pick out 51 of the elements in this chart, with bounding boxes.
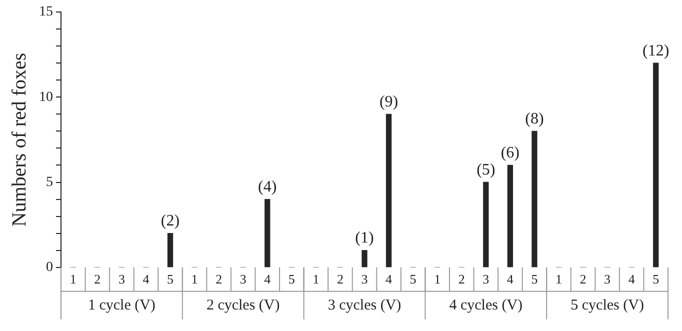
x-tick-label: 3 <box>118 272 125 287</box>
bar <box>507 164 514 268</box>
y-tick-label: 10 <box>39 90 53 105</box>
y-tick-label: 5 <box>46 174 53 190</box>
x-tick-label: 1 <box>312 272 320 287</box>
x-tick-label: 2 <box>336 272 344 287</box>
x-tick-label: 5 <box>652 272 660 287</box>
bar <box>386 114 392 268</box>
bar <box>532 130 538 268</box>
bar <box>483 182 489 268</box>
x-tick-label: 4 <box>386 272 393 287</box>
y-tick-label: 15 <box>39 4 53 20</box>
x-tick-label: 3 <box>604 272 611 287</box>
x-tick-label: 5 <box>167 272 174 287</box>
bar <box>362 250 368 268</box>
x-tick-label: 2 <box>580 272 586 287</box>
x-tick-label: 2 <box>94 272 101 287</box>
text: 1 cycle (V) <box>88 297 156 314</box>
data-label: (12) <box>642 42 670 60</box>
x-tick-label: 1 <box>70 272 76 287</box>
y-axis-title: Numbers of red foxes <box>8 52 30 227</box>
x-tick-label: 3 <box>361 272 368 287</box>
x-tick-label: 5 <box>531 272 538 287</box>
x-tick-label: 1 <box>191 272 198 287</box>
y-tick-label: 0 <box>46 260 53 276</box>
x-tick-label: 4 <box>506 272 514 287</box>
data-label: (1) <box>355 230 374 247</box>
bar <box>167 233 174 268</box>
bar <box>264 198 270 268</box>
data-label: (5) <box>476 161 496 178</box>
x-tick-label: 1 <box>555 272 562 287</box>
x-tick-label: 3 <box>482 272 490 287</box>
x-tick-label: 4 <box>264 272 272 287</box>
x-tick-label: 5 <box>410 272 416 287</box>
x-tick-label: 2 <box>458 272 465 287</box>
x-tick-label: 4 <box>628 272 636 287</box>
text: 5 cycles (V) <box>570 297 644 314</box>
x-tick-label: 5 <box>288 272 295 287</box>
x-tick-label: 1 <box>434 272 441 287</box>
x-tick-label: 2 <box>216 272 222 287</box>
x-tick-label: 3 <box>240 272 246 287</box>
text: 4 cycles (V) <box>449 297 523 314</box>
data-label: (2) <box>160 212 180 230</box>
data-label: (9) <box>379 93 398 110</box>
data-label: (6) <box>500 144 520 162</box>
x-tick-label: 4 <box>142 272 150 287</box>
text: 3 cycles (V) <box>328 297 402 314</box>
data-label: (4) <box>258 178 277 196</box>
data-label: (8) <box>525 110 544 128</box>
text: 2 cycles (V) <box>206 297 280 314</box>
bar <box>653 62 659 268</box>
